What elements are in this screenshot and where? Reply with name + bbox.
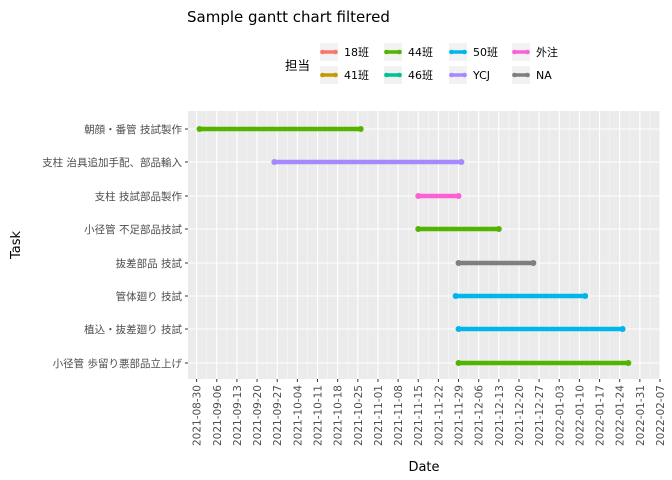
x-tick-label: 2021-10-18 <box>333 385 345 446</box>
task-start-point <box>415 226 422 232</box>
x-tick-label: 2021-12-13 <box>494 385 506 446</box>
grid-lines <box>188 111 661 379</box>
task-start-point <box>452 293 459 299</box>
legend-key-end-point <box>397 49 402 55</box>
x-tick-label: 2021-12-27 <box>534 385 546 446</box>
x-tick-label: 2021-09-20 <box>252 385 264 446</box>
y-axis-title: Task <box>9 231 24 261</box>
x-tick-label: 2022-01-31 <box>635 385 647 446</box>
legend-label: 46班 <box>408 69 433 82</box>
x-tick-label: 2021-11-29 <box>454 385 466 446</box>
legend-key-end-point <box>525 49 530 55</box>
legend-label: 41班 <box>344 69 369 82</box>
legend-title: 担当 <box>285 58 310 73</box>
task-end-point <box>495 226 502 232</box>
chart-title: Sample gantt chart filtered <box>187 8 390 26</box>
x-tick-label: 2021-12-20 <box>514 385 526 446</box>
x-axis-title: Date <box>408 460 439 475</box>
y-tick-label: 抜差部品 技試 <box>116 257 183 270</box>
legend-label: 外注 <box>536 45 558 59</box>
task-end-point <box>619 326 626 332</box>
x-tick-label: 2021-11-15 <box>413 385 425 446</box>
x-tick-label: 2021-10-25 <box>353 385 365 446</box>
legend: 担当 18班 41班 44班 46班 50班 YCJ 外注 NA <box>285 43 558 84</box>
y-tick-label: 小径管 不足部品技試 <box>84 223 182 236</box>
x-tick-label: 2021-11-22 <box>433 385 445 446</box>
y-tick-label: 管体廻り 技試 <box>116 290 183 303</box>
legend-key-end-point <box>462 72 467 78</box>
legend-label: 50班 <box>473 46 498 59</box>
legend-key-start-point <box>512 49 517 55</box>
y-tick-label: 小径管 歩留り悪部品立上げ <box>53 357 183 370</box>
legend-key-start-point <box>320 72 325 78</box>
legend-key-end-point <box>333 49 338 55</box>
legend-key-end-point <box>333 72 338 78</box>
task-start-point <box>196 126 203 132</box>
x-tick-label: 2021-09-27 <box>272 385 284 446</box>
legend-key-end-point <box>397 72 402 78</box>
task-start-point <box>455 360 462 366</box>
legend-key-start-point <box>449 49 454 55</box>
y-tick-label: 朝顔・番管 技試製作 <box>84 123 182 136</box>
task-end-point <box>455 193 462 199</box>
task-start-point <box>415 193 422 199</box>
x-tick-label: 2021-10-04 <box>292 385 304 446</box>
task-end-point <box>357 126 364 132</box>
x-tick-label: 2022-02-07 <box>655 385 667 446</box>
task-end-point <box>625 360 632 366</box>
y-tick-label: 支柱 技試部品製作 <box>95 190 183 203</box>
plot-panel <box>188 111 660 379</box>
x-tick-label: 2021-11-08 <box>393 385 405 446</box>
legend-key-start-point <box>384 72 389 78</box>
legend-label: YCJ <box>472 69 490 82</box>
task-start-point <box>455 260 462 266</box>
legend-label: 18班 <box>344 46 369 59</box>
legend-key-start-point <box>449 72 454 78</box>
x-tick-label: 2022-01-17 <box>595 385 607 446</box>
x-tick-label: 2021-09-06 <box>212 385 224 446</box>
legend-key-start-point <box>512 72 517 78</box>
task-end-point <box>458 159 465 165</box>
y-tick-label: 支柱 治具追加手配、部品輸入 <box>42 156 182 169</box>
x-tick-label: 2021-11-01 <box>373 385 385 446</box>
x-tick-label: 2022-01-10 <box>574 385 586 446</box>
task-start-point <box>271 159 278 165</box>
legend-key-end-point <box>462 49 467 55</box>
task-end-point <box>582 293 589 299</box>
legend-key-start-point <box>384 49 389 55</box>
x-tick-label: 2021-09-13 <box>232 385 244 446</box>
legend-label: 44班 <box>408 46 433 59</box>
x-tick-label: 2021-08-30 <box>192 385 204 446</box>
x-tick-label: 2022-01-03 <box>554 385 566 446</box>
y-tick-label: 植込・抜差廻り 技試 <box>84 323 182 336</box>
task-bars <box>196 126 632 366</box>
x-tick-label: 2022-01-24 <box>615 385 627 446</box>
legend-label: NA <box>536 69 552 82</box>
legend-key-start-point <box>320 49 325 55</box>
task-start-point <box>455 326 462 332</box>
legend-key-end-point <box>525 72 530 78</box>
task-end-point <box>530 260 537 266</box>
x-axis: 2021-08-30 2021-09-06 2021-09-13 2021-09-20… <box>192 379 667 446</box>
x-tick-label: 2021-10-11 <box>313 385 325 446</box>
x-tick-label: 2021-12-06 <box>474 385 486 446</box>
